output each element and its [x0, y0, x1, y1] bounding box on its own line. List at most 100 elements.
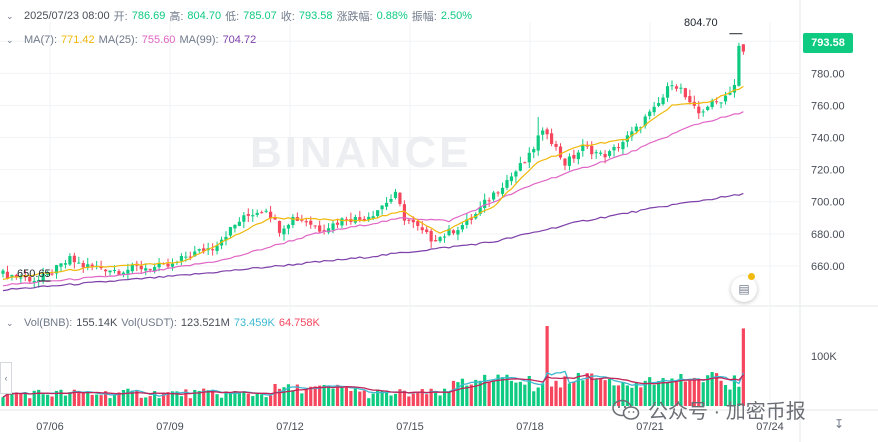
- ma25-line: [2, 111, 744, 287]
- volume-bar: [309, 386, 313, 406]
- candle-body: [251, 215, 255, 217]
- candle-body: [492, 192, 496, 200]
- candle-body: [710, 100, 714, 108]
- candle-body: [99, 266, 103, 269]
- volume-bar: [389, 395, 393, 406]
- volume-bar: [465, 385, 469, 406]
- candle-body: [514, 171, 518, 177]
- volume-bar: [527, 376, 531, 406]
- candle-body: [269, 211, 273, 219]
- volume-bar: [442, 388, 447, 406]
- volume-bar: [153, 391, 157, 406]
- candle-body: [224, 236, 228, 241]
- candle-body: [509, 176, 514, 182]
- candle-body: [130, 264, 134, 272]
- candle-body: [112, 269, 117, 271]
- volume-bar: [233, 391, 237, 406]
- volume-bar: [728, 389, 732, 406]
- high-value: 804.70: [187, 10, 222, 22]
- close-label: 收:: [280, 11, 295, 23]
- volume-bar: [318, 385, 322, 406]
- volume-bar: [612, 385, 616, 406]
- candle-body: [402, 204, 406, 221]
- volume-bar: [683, 381, 687, 406]
- candle-body: [335, 222, 340, 225]
- candle-body: [32, 280, 36, 283]
- volume-bar: [639, 387, 643, 406]
- volume-bar: [86, 392, 90, 406]
- volume-bar: [567, 383, 572, 406]
- open-value: 786.69: [131, 10, 166, 22]
- candle-body: [121, 272, 126, 275]
- chevron-down-icon[interactable]: ⌄: [6, 34, 14, 45]
- ma99-label: MA(99):: [179, 34, 219, 46]
- ma7-line: [2, 85, 744, 280]
- volume-bar: [549, 386, 554, 406]
- volume-bar: [532, 391, 536, 406]
- volume-bar: [420, 389, 424, 406]
- candle-body: [59, 263, 63, 267]
- candle-body: [737, 45, 741, 86]
- y-tick-label: 700.00: [811, 197, 845, 209]
- change-value: 0.88%: [376, 10, 408, 22]
- volume-bar: [469, 384, 473, 406]
- volume-bar: [478, 380, 482, 406]
- vol-usdt-value: 123.521M: [180, 317, 230, 329]
- reset-axis-icon[interactable]: ↧: [834, 417, 845, 431]
- volume-header: ⌄ Vol(BNB): 155.14K Vol(USDT): 123.521M …: [6, 315, 324, 331]
- notes-icon[interactable]: ▤: [731, 276, 757, 302]
- volume-bar: [474, 379, 478, 406]
- volume-bar: [184, 389, 188, 406]
- chevron-down-icon[interactable]: ⌄: [6, 10, 14, 21]
- candle-body: [233, 224, 237, 229]
- volume-bar: [674, 382, 679, 406]
- candle-body: [358, 217, 362, 220]
- candle-body: [277, 221, 282, 233]
- candle-body: [50, 273, 54, 275]
- candle-body: [153, 266, 157, 272]
- vol-ma2-value: 64.758K: [278, 317, 320, 329]
- candle-body: [411, 219, 415, 223]
- volume-bar: [643, 380, 647, 406]
- candle-body: [10, 275, 14, 278]
- candle-body: [389, 198, 393, 202]
- volume-bar: [607, 379, 612, 406]
- volume-tick-label: 100K: [811, 351, 837, 363]
- candle-body: [108, 270, 112, 273]
- candle-body: [184, 256, 188, 258]
- candle-body: [228, 227, 233, 236]
- candle-body: [72, 255, 76, 263]
- candle-body: [170, 263, 175, 267]
- volume-bar: [367, 398, 371, 406]
- candle-body: [541, 130, 545, 135]
- volume-bar: [260, 394, 264, 406]
- volume-bar: [242, 391, 246, 406]
- candle-body: [456, 230, 460, 235]
- candle-body: [732, 84, 737, 93]
- volume-bar: [665, 382, 670, 406]
- x-tick-label: 07/06: [36, 421, 64, 433]
- volume-bar: [353, 388, 357, 406]
- volume-bar: [224, 391, 228, 406]
- candle-body: [616, 147, 621, 149]
- volume-bar: [416, 392, 420, 406]
- candle-body: [554, 143, 558, 147]
- volume-bar: [99, 395, 103, 406]
- candle-body: [701, 111, 705, 113]
- candle-body: [188, 256, 192, 258]
- candle-body: [500, 187, 505, 194]
- candle-body: [670, 85, 674, 87]
- candle-body: [630, 131, 634, 137]
- candle-body: [380, 205, 384, 210]
- volume-bar: [291, 390, 295, 406]
- y-tick-label: 660.00: [811, 261, 845, 273]
- scroll-left-icon[interactable]: ‹: [0, 362, 12, 394]
- volume-bar: [63, 395, 68, 406]
- chevron-down-icon[interactable]: ⌄: [6, 317, 14, 328]
- candle-body: [532, 149, 536, 153]
- high-label: 高:: [169, 11, 184, 23]
- candle-body: [697, 106, 701, 114]
- candle-body: [407, 219, 411, 221]
- volume-bar: [679, 373, 683, 406]
